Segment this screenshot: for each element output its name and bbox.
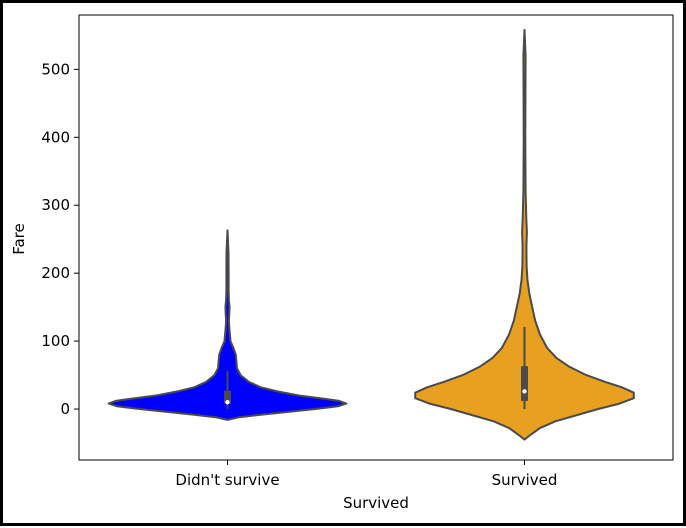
plot-area-frame: [78, 14, 674, 461]
violins-layer: [107, 28, 635, 441]
x-axis-label: Survived: [343, 494, 409, 512]
y-axis: 0 100 200 300 400 500: [41, 60, 79, 418]
violin-box: [521, 366, 528, 401]
y-axis-label: Fare: [10, 223, 28, 255]
violin-box: [224, 390, 231, 404]
y-tick-label: 500: [41, 60, 70, 78]
y-tick-label: 400: [41, 128, 70, 146]
y-tick-label: 300: [41, 196, 70, 214]
violin-body: [414, 28, 635, 441]
x-tick-label: Survived: [492, 471, 558, 489]
y-tick-label: 0: [60, 400, 70, 418]
y-tick-label: 200: [41, 264, 70, 282]
x-tick-label: Didn't survive: [175, 471, 279, 489]
violin-median: [522, 389, 527, 394]
x-axis: Didn't survive Survived: [175, 460, 557, 489]
violin-median: [225, 400, 230, 405]
y-tick-label: 100: [41, 332, 70, 350]
violin-body: [107, 229, 348, 421]
